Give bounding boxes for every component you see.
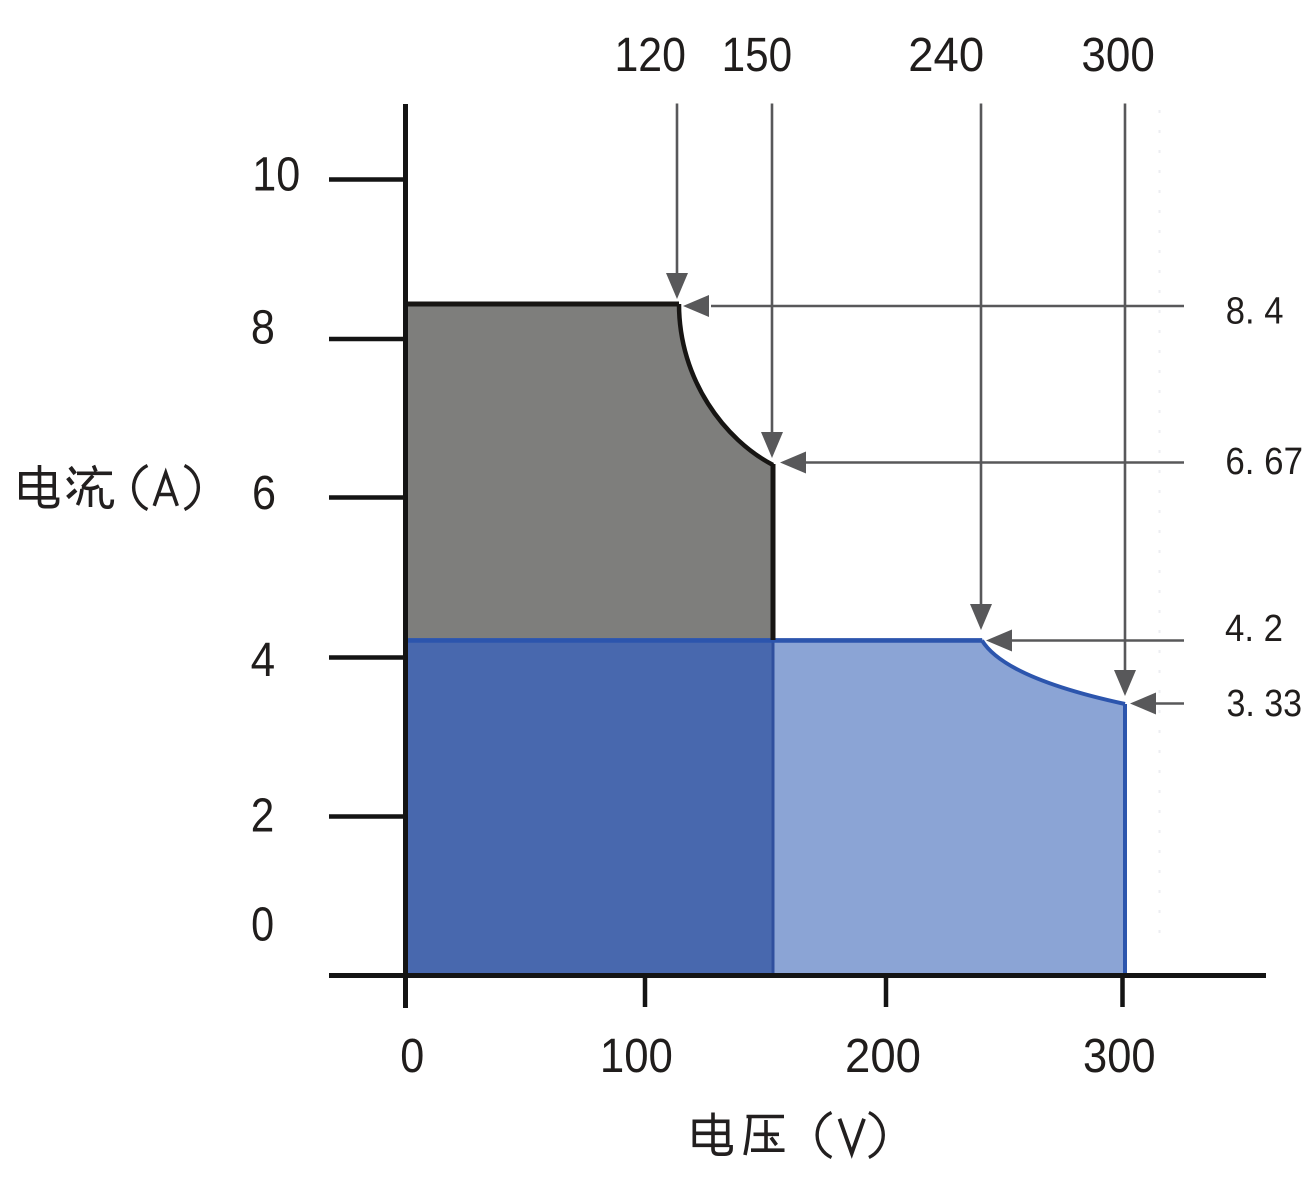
svg-text:8. 4: 8. 4 [1226, 291, 1284, 333]
svg-text:4: 4 [251, 634, 276, 687]
svg-text:0: 0 [251, 898, 274, 951]
svg-text:8: 8 [251, 302, 275, 355]
svg-text:200: 200 [845, 1030, 921, 1083]
svg-text:0: 0 [400, 1030, 424, 1083]
svg-text:6. 67: 6. 67 [1225, 441, 1303, 483]
svg-text:240: 240 [908, 29, 984, 82]
svg-text:6: 6 [252, 467, 276, 520]
svg-text:300: 300 [1083, 1030, 1156, 1083]
svg-text:300: 300 [1081, 29, 1154, 82]
svg-text:2: 2 [251, 790, 275, 843]
svg-text:150: 150 [722, 29, 793, 82]
svg-text:4. 2: 4. 2 [1225, 608, 1283, 650]
svg-text:100: 100 [600, 1030, 673, 1083]
svg-text:3. 33: 3. 33 [1227, 683, 1303, 725]
svg-text:120: 120 [614, 29, 686, 82]
svg-text:10: 10 [252, 149, 300, 202]
